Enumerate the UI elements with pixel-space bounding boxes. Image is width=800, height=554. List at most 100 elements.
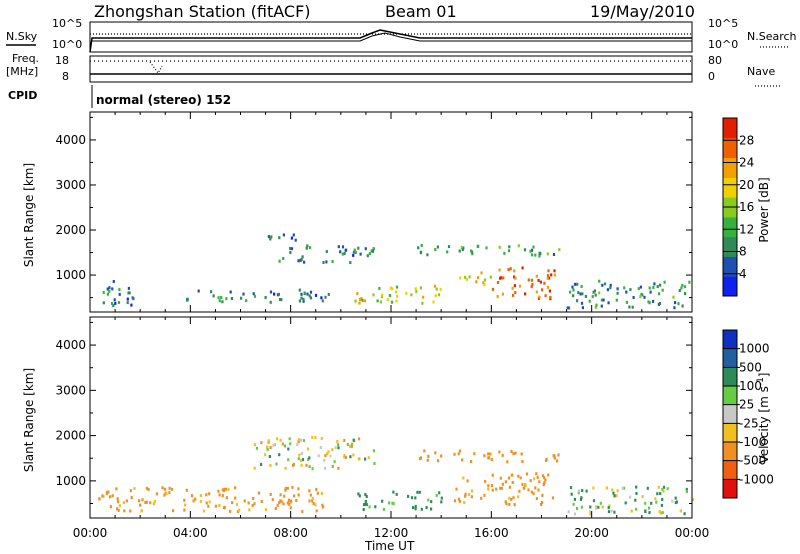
echo-cell: [140, 509, 143, 513]
echo-cell: [487, 487, 490, 491]
echo-cell: [289, 506, 292, 510]
echo-cell: [465, 277, 468, 281]
echo-cell: [392, 502, 395, 506]
echo-cell: [273, 443, 277, 447]
echo-cell: [247, 501, 250, 505]
colorbar-tick-label: 4: [739, 267, 747, 281]
echo-cell: [417, 246, 420, 250]
echo-cell: [529, 479, 532, 483]
echo-cell: [306, 447, 310, 451]
echo-cell: [359, 252, 362, 256]
echo-cell: [498, 245, 501, 249]
echo-cell: [434, 248, 437, 252]
echo-cell: [321, 299, 324, 303]
echo-cell: [337, 443, 340, 447]
echo-cell: [269, 464, 272, 467]
echo-cell: [299, 438, 302, 442]
echo-cell: [267, 235, 270, 239]
y-tick-label: 3000: [55, 178, 86, 192]
echo-cell: [631, 305, 634, 309]
echo-cell: [501, 292, 504, 296]
echo-cell: [632, 296, 635, 299]
echo-cell: [415, 289, 418, 293]
echo-cell: [576, 299, 579, 303]
echo-cell: [356, 292, 359, 295]
echo-cell: [659, 511, 662, 515]
power-colorbar: 4 8 12 16 20 24 28: [722, 117, 754, 297]
echo-cell: [573, 282, 577, 286]
echo-layer: [102, 233, 691, 310]
echo-cell: [349, 455, 352, 459]
nave-tick-high: 80: [708, 54, 722, 67]
echo-cell: [509, 267, 512, 271]
echo-cell: [391, 501, 394, 505]
beam-title: Beam 01: [385, 2, 457, 21]
echo-cell: [571, 285, 574, 289]
echo-cell: [547, 473, 550, 477]
echo-cell: [468, 493, 471, 497]
echo-cell: [288, 437, 291, 441]
echo-cell: [320, 437, 323, 440]
colorbar-segment: [723, 442, 737, 462]
colorbar-frame: [722, 329, 738, 499]
echo-cell: [508, 485, 511, 489]
echo-cell: [512, 293, 515, 297]
echo-cell: [290, 499, 293, 503]
echo-cell: [643, 295, 646, 299]
echo-cell: [508, 496, 511, 500]
colorbar-tick-label: 100: [739, 379, 762, 393]
echo-cell: [118, 504, 121, 508]
power-y-axis-title: Slant Range [km]: [22, 163, 36, 267]
echo-cell: [419, 286, 422, 290]
echo-cell: [101, 494, 104, 498]
echo-cell: [307, 458, 310, 462]
echo-cell: [260, 441, 263, 445]
echo-cell: [231, 501, 234, 505]
echo-cell: [677, 302, 680, 306]
echo-cell: [660, 503, 663, 507]
echo-cell: [594, 293, 597, 297]
echo-cell: [513, 275, 516, 279]
echo-cell: [225, 297, 228, 301]
echo-cell: [581, 292, 584, 296]
x-tick-label: 00:00: [73, 526, 108, 540]
panel-frame: [89, 111, 693, 313]
echo-cell: [426, 253, 429, 257]
echo-cell: [194, 497, 197, 501]
echo-cell: [573, 497, 576, 501]
echo-cell: [105, 492, 108, 496]
echo-cell: [352, 438, 355, 442]
echo-cell: [372, 247, 375, 251]
echo-cell: [279, 298, 282, 301]
echo-cell: [301, 510, 304, 514]
echo-cell: [257, 491, 260, 495]
echo-cell: [282, 233, 285, 237]
colorbar-segment: [723, 330, 737, 350]
echo-cell: [491, 473, 494, 477]
echo-cell: [278, 453, 281, 457]
echo-cell: [269, 290, 273, 294]
echo-cell: [260, 462, 263, 466]
echo-cell: [348, 444, 352, 448]
echo-cell: [114, 301, 117, 305]
echo-cell: [511, 286, 514, 290]
echo-cell: [117, 500, 120, 504]
echo-cell: [331, 448, 334, 452]
echo-cell: [629, 495, 632, 499]
echo-cell: [572, 294, 575, 298]
echo-cell: [540, 501, 544, 504]
echo-cell: [321, 503, 324, 507]
echo-cell: [534, 253, 537, 257]
colorbar-segment: [723, 276, 737, 297]
echo-cell: [325, 260, 328, 264]
echo-cell: [289, 442, 292, 446]
echo-cell: [284, 486, 287, 490]
echo-cell: [292, 463, 295, 467]
echo-cell: [589, 505, 592, 509]
echo-cell: [238, 508, 241, 512]
echo-cell: [279, 499, 282, 503]
echo-cell: [217, 489, 220, 493]
echo-cell: [276, 437, 279, 441]
echo-cell: [628, 305, 631, 309]
echo-cell: [678, 289, 681, 292]
